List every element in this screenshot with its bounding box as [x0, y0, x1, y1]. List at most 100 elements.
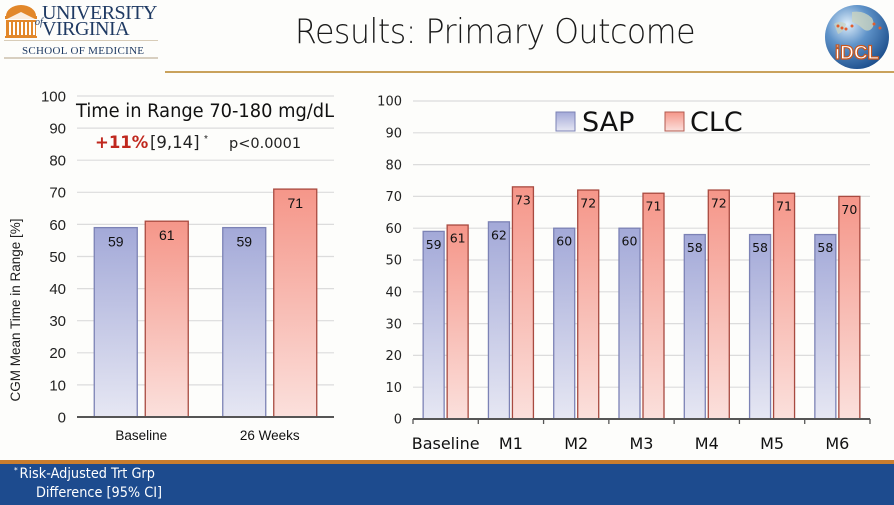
y-tick-label: 10: [49, 377, 66, 394]
footnote-line-2: Difference [95% CI]: [36, 485, 163, 501]
left-chart-y-ticks: 0 10 20 30 40 50 60 70 80 90 100: [41, 88, 66, 426]
data-label: 58: [752, 240, 768, 255]
bar-clc: [577, 189, 600, 420]
y-tick-label: 30: [385, 317, 402, 332]
left-bar-chart: 0 10 20 30 40 50 60 70 80 90 100 59 61 59 71 Baseline…: [8, 88, 335, 443]
y-tick-label: 0: [58, 409, 66, 426]
footnote-asterisk: *: [14, 466, 18, 475]
x-tick-label: M2: [564, 434, 588, 452]
right-chart-data-labels: 59 61 62 73 60 72 60 71 58 72 58 71 58 70: [426, 192, 858, 255]
y-tick-label: 80: [385, 158, 402, 173]
y-tick-label: 40: [49, 281, 66, 298]
left-chart-bars: [93, 188, 318, 418]
uva-wordmark-line2: VIRGINIA: [42, 18, 130, 40]
legend: SAP CLC: [555, 107, 743, 138]
y-tick-label: 100: [377, 95, 402, 110]
confidence-interval: [9,14]: [150, 133, 200, 152]
data-label: 72: [711, 196, 727, 211]
data-label: 59: [108, 234, 124, 250]
bar-sap: [618, 227, 641, 420]
y-tick-label: 0: [394, 413, 402, 428]
y-tick-label: 100: [41, 88, 66, 105]
data-label: 59: [426, 237, 442, 252]
data-label: 60: [556, 234, 572, 249]
y-tick-label: 50: [49, 249, 66, 266]
footnote-line-1: * Risk-Adjusted Trt Grp: [14, 466, 155, 482]
slide-title: Results: Primary Outcome: [294, 12, 696, 52]
title-divider: [165, 71, 894, 73]
uva-logo-underline: [4, 57, 158, 59]
bar-sap: [814, 233, 837, 420]
right-chart-gridlines: [413, 100, 870, 388]
footer-bar: [0, 464, 894, 505]
idcl-text: iDCL: [835, 43, 880, 64]
data-label: 71: [646, 199, 662, 214]
bar-sap: [553, 227, 576, 420]
x-tick-label: Baseline: [412, 434, 480, 452]
bar-sap: [93, 226, 138, 418]
right-chart-bars: [422, 186, 861, 420]
data-label: 73: [515, 192, 531, 207]
y-tick-label: 70: [49, 185, 66, 202]
bar-clc: [838, 195, 861, 420]
x-tick-label: M3: [630, 434, 654, 452]
y-tick-label: 80: [49, 153, 66, 170]
data-label: 59: [236, 234, 252, 250]
bar-clc: [642, 192, 665, 420]
x-tick-label: M4: [695, 434, 719, 452]
data-label: 71: [776, 199, 792, 214]
bar-clc: [446, 224, 469, 420]
x-tick-label: Baseline: [115, 428, 167, 443]
left-chart-y-axis-label: CGM Mean Time in Range [%]: [8, 218, 23, 401]
data-label: 70: [841, 202, 857, 217]
y-tick-label: 60: [385, 222, 402, 237]
data-label: 72: [580, 196, 596, 211]
legend-swatch-clc: [664, 111, 685, 132]
right-chart-x-ticks: Baseline M1 M2 M3 M4 M5 M6: [412, 434, 850, 452]
bar-sap: [422, 230, 445, 420]
rotunda-icon: [5, 5, 37, 38]
uva-wordmark-of: of: [35, 17, 43, 28]
left-chart-title: Time in Range 70-180 mg/dL: [75, 101, 335, 122]
data-label: 71: [287, 195, 303, 211]
left-chart-data-labels: 59 61 59 71: [108, 195, 303, 250]
y-tick-label: 50: [385, 254, 402, 269]
bar-clc: [772, 192, 796, 420]
data-label: 61: [450, 231, 466, 246]
y-tick-label: 30: [49, 313, 66, 330]
globe-icon: iDCL: [825, 5, 889, 69]
uva-school-name: SCHOOL OF MEDICINE: [22, 45, 145, 57]
y-tick-label: 40: [385, 285, 402, 300]
bar-sap: [748, 233, 772, 420]
y-tick-label: 70: [385, 190, 402, 205]
data-label: 60: [622, 234, 638, 249]
x-tick-label: M1: [499, 434, 523, 452]
y-tick-label: 90: [385, 126, 402, 141]
bar-sap: [222, 226, 267, 418]
bar-clc: [511, 186, 535, 420]
left-chart-x-ticks: Baseline 26 Weeks: [115, 428, 300, 443]
data-label: 58: [687, 240, 703, 255]
x-tick-label: M5: [760, 434, 784, 452]
footer-rule: [0, 460, 894, 464]
y-tick-label: 20: [49, 345, 66, 362]
ci-footnote-mark: *: [204, 134, 208, 145]
y-tick-label: 60: [49, 217, 66, 234]
y-tick-label: 10: [385, 381, 402, 396]
bar-sap: [487, 221, 511, 420]
uva-wordmark-line1: UNIVERSITY: [42, 2, 158, 24]
effect-size: +11%: [95, 133, 149, 152]
legend-label-clc: CLC: [690, 107, 743, 138]
legend-label-sap: SAP: [582, 107, 634, 138]
y-tick-label: 90: [49, 121, 66, 138]
x-tick-label: 26 Weeks: [240, 428, 300, 443]
p-value: p<0.0001: [229, 136, 301, 152]
bar-clc: [273, 188, 318, 418]
x-tick-label: M6: [825, 434, 849, 452]
bar-clc: [144, 220, 189, 418]
bar-sap: [683, 233, 706, 420]
y-tick-label: 20: [385, 349, 402, 364]
legend-swatch-sap: [555, 111, 576, 132]
uva-logo-rule: [4, 40, 158, 41]
